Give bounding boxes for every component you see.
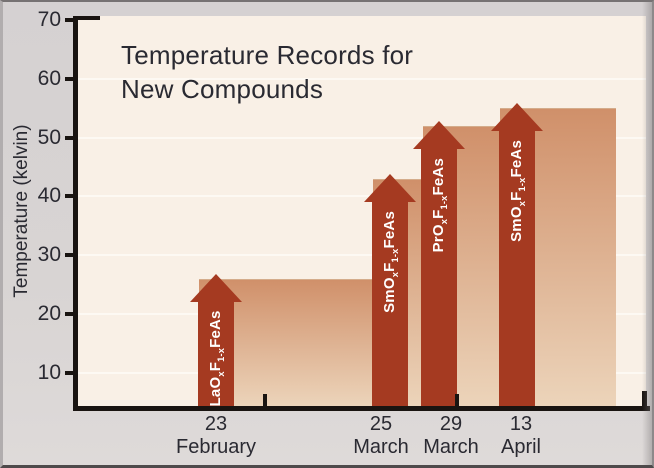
- compound-label: LaOxF1-xFeAs: [207, 309, 226, 406]
- y-tick: [65, 253, 78, 258]
- arrow-up-icon: [190, 273, 242, 302]
- y-tick-label: 40: [37, 184, 61, 208]
- record-arrow: SmOxF1-xFeAs: [491, 103, 543, 406]
- compound-label: SmOxF1-xFeAs: [381, 210, 400, 313]
- record-arrow: PrOxF1-xFeAs: [413, 120, 465, 406]
- x-label-day: 13: [509, 413, 533, 435]
- y-tick: [65, 76, 78, 81]
- x-label-day: 29: [439, 413, 463, 435]
- x-date-label: 29 March: [391, 413, 511, 459]
- x-label-month: March: [423, 436, 479, 458]
- arrow-shaft: [372, 200, 408, 406]
- x-label-day: 23: [204, 413, 228, 435]
- arrow-up-icon: [413, 120, 465, 149]
- x-axis-line: [73, 406, 650, 411]
- y-tick-label: 50: [37, 125, 61, 149]
- x-label-month: April: [500, 436, 541, 458]
- gridline: [78, 77, 646, 80]
- y-tick: [65, 135, 78, 140]
- y-tick-label: 20: [37, 301, 61, 325]
- y-tick: [65, 194, 78, 199]
- x-label-day: 25: [369, 413, 393, 435]
- x-axis-end-tick: [642, 391, 647, 406]
- gridline: [78, 136, 646, 139]
- arrow-shaft: [421, 147, 457, 406]
- gridline: [78, 254, 646, 257]
- gridline: [78, 195, 646, 198]
- y-tick-label: 30: [37, 243, 61, 267]
- x-date-label: 23 February: [156, 413, 276, 459]
- y-tick: [65, 18, 78, 23]
- x-date-label: 25 March: [321, 413, 441, 459]
- compound-label: SmOxF1-xFeAs: [508, 140, 527, 243]
- x-date-label: 13 April: [461, 413, 581, 459]
- y-tick-label: 10: [37, 360, 61, 384]
- record-arrow: LaOxF1-xFeAs: [190, 273, 242, 406]
- compound-label: PrOxF1-xFeAs: [430, 157, 449, 253]
- y-axis-end-tick: [78, 16, 100, 20]
- x-label-month: March: [353, 436, 409, 458]
- y-tick: [65, 311, 78, 316]
- x-label-month: February: [175, 436, 257, 458]
- record-arrow: SmOxF1-xFeAs: [364, 173, 416, 406]
- y-tick-label: 60: [37, 66, 61, 90]
- x-tick: [263, 394, 267, 406]
- arrow-up-icon: [364, 173, 416, 202]
- arrow-shaft: [499, 130, 535, 406]
- frame-right-shadow: [642, 2, 652, 465]
- y-axis-line: [73, 16, 78, 411]
- chart-title: Temperature Records for New Compounds: [121, 40, 414, 104]
- arrow-up-icon: [491, 103, 543, 132]
- arrow-shaft: [198, 300, 234, 406]
- y-tick-label: 70: [37, 8, 61, 32]
- y-tick: [65, 370, 78, 375]
- x-tick: [455, 394, 459, 406]
